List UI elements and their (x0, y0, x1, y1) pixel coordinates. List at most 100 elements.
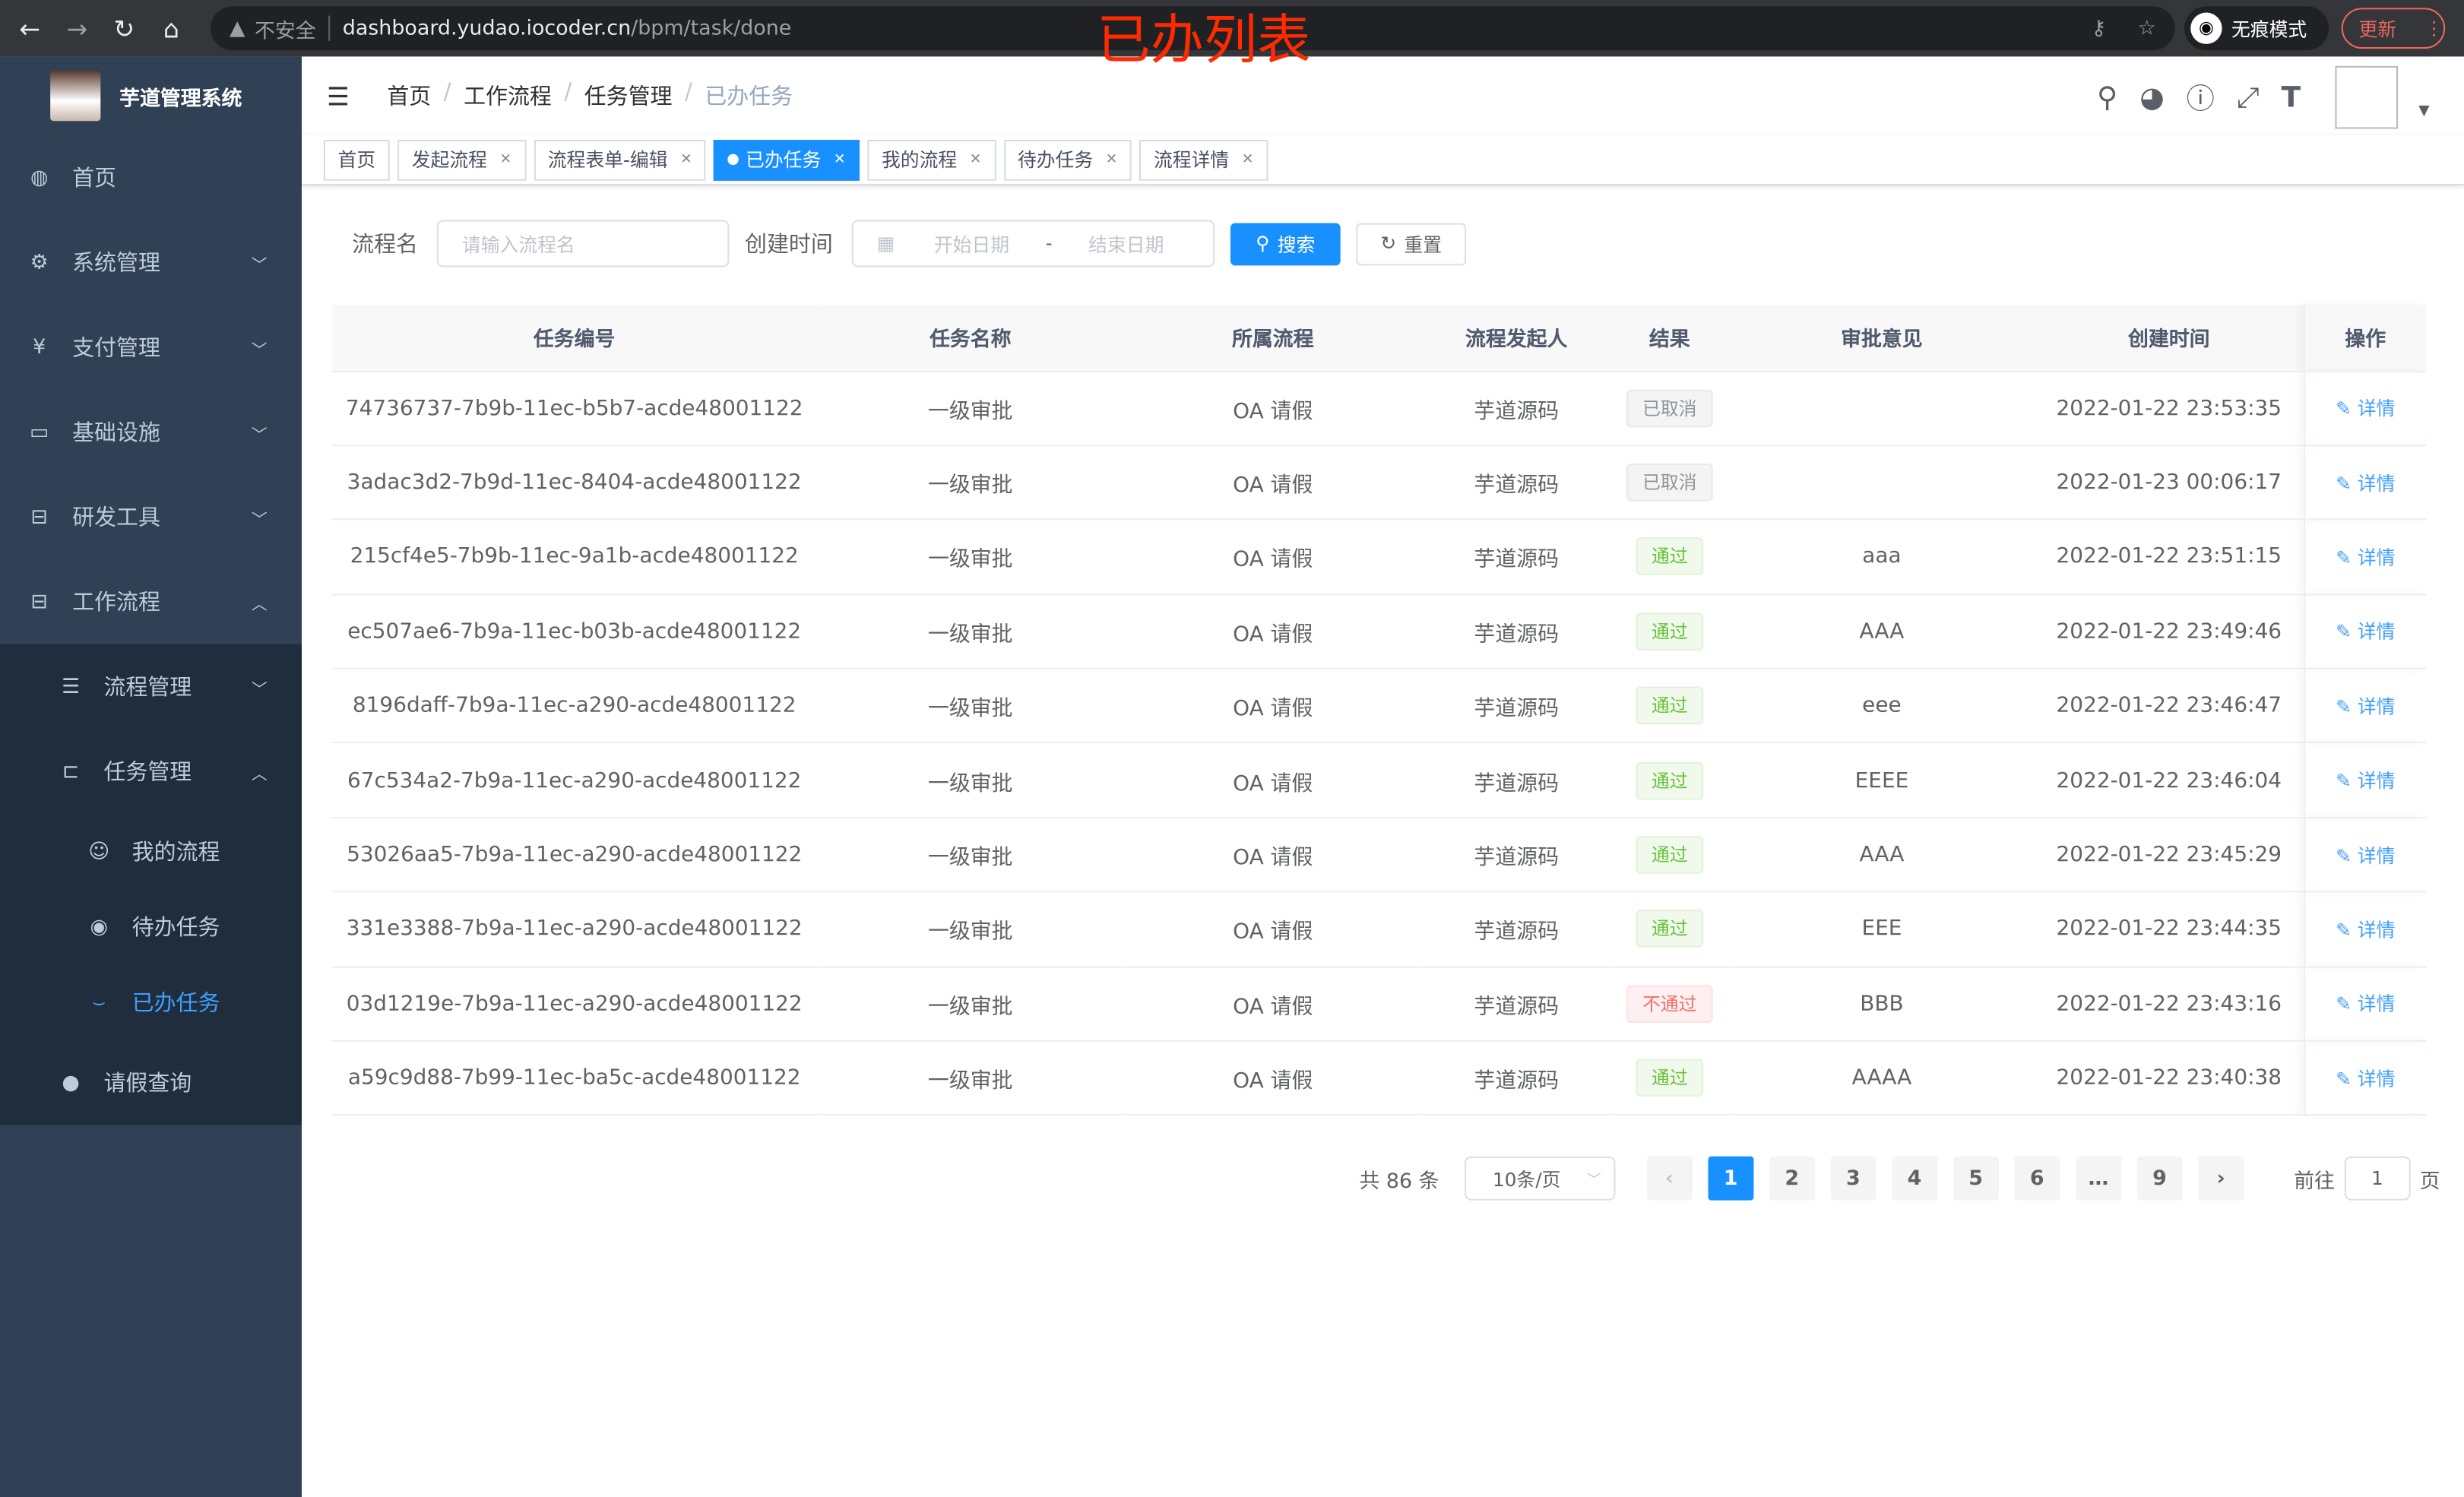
process-name-input[interactable]: 请输入流程名 (436, 220, 730, 267)
incognito-badge[interactable]: ◉ 无痕模式 (2184, 6, 2329, 51)
edit-icon: ✎ (2336, 770, 2352, 793)
status-badge: 已取消 (1626, 389, 1713, 427)
tree-icon: ⊏ (62, 759, 80, 783)
sidebar-item-workflow[interactable]: ⊟ 工作流程 ︿ (0, 559, 302, 644)
tag-5[interactable]: 待办任务 ✕ (1003, 138, 1132, 180)
detail-link[interactable]: ✎ 详情 (2336, 695, 2395, 717)
end-date[interactable]: 结束日期 (1088, 233, 1164, 255)
address-bar[interactable]: ▲ 不安全 dashboard.yudao.iocoder.cn/bpm/tas… (211, 6, 2175, 51)
comment: AAA (1728, 593, 2035, 669)
page-size-select[interactable]: 10条/页 ﹀ (1464, 1156, 1616, 1201)
sidebar-item-todo[interactable]: ◉ 待办任务 (0, 889, 302, 964)
detail-link[interactable]: ✎ 详情 (2336, 621, 2395, 643)
help-icon[interactable]: ⓘ (2186, 83, 2215, 117)
sidebar-item-pay[interactable]: ¥ 支付管理 ﹀ (0, 305, 302, 390)
label: 我的流程 (131, 840, 220, 866)
detail-link[interactable]: ✎ 详情 (2336, 770, 2395, 792)
page-button[interactable]: 4 (1892, 1156, 1937, 1201)
tag-0[interactable]: 首页 (323, 138, 390, 180)
date-range-input[interactable]: ▦ 开始日期 - 结束日期 (851, 220, 1215, 267)
font-size-icon[interactable]: T (2281, 81, 2301, 114)
update-label: 更新 (2358, 17, 2397, 40)
page-button[interactable]: 2 (1769, 1156, 1815, 1201)
breadcrumb-item[interactable]: 任务管理 (584, 84, 673, 110)
task-id: 67c534a2-7b9a-11ec-a290-acde48001122 (331, 742, 818, 818)
page-button[interactable]: 9 (2136, 1156, 2183, 1201)
breadcrumb-item[interactable]: 工作流程 (464, 84, 552, 110)
close-icon[interactable]: ✕ (1241, 151, 1254, 168)
tag-3[interactable]: 已办任务 ✕ (714, 138, 860, 180)
next-page-button[interactable]: › (2198, 1156, 2244, 1201)
sidebar-item-leave[interactable]: ● 请假查询 (0, 1040, 302, 1125)
page-button[interactable]: … (2075, 1156, 2121, 1201)
close-icon[interactable]: ✕ (499, 151, 512, 168)
tag-6[interactable]: 流程详情 ✕ (1139, 138, 1268, 180)
tag-2[interactable]: 流程表单-编辑 ✕ (534, 138, 707, 180)
sidebar-item-home[interactable]: ◍ 首页 (0, 135, 302, 220)
more-icon[interactable]: ⋮ (2424, 17, 2444, 40)
sidebar-item-process-manage[interactable]: ☰ 流程管理 ﹀ (0, 644, 302, 730)
breadcrumb: 首页 / 工作流程 / 任务管理 / 已办任务 (387, 80, 793, 111)
close-icon[interactable]: ✕ (969, 151, 982, 168)
status-badge: 通过 (1636, 836, 1704, 874)
close-icon[interactable]: ✕ (833, 151, 846, 168)
task-name: 一级审批 (817, 370, 1124, 446)
sidebar-item-infra[interactable]: ▭ 基础设施 ﹀ (0, 390, 302, 475)
time-label: 创建时间 (745, 233, 833, 258)
sidebar-item-system[interactable]: ⚙ 系统管理 ﹀ (0, 220, 302, 305)
caret-down-icon[interactable]: ▼ (2418, 103, 2430, 120)
sidebar: 芋道管理系统 ◍ 首页 ⚙ 系统管理 ﹀ ¥ 支付管理 ﹀ ▭ 基础设施 ﹀ ⊟ 研发工具 ﹀ ⊟… (0, 56, 302, 1497)
page-button[interactable]: 6 (2014, 1156, 2060, 1201)
detail-link[interactable]: ✎ 详情 (2336, 397, 2395, 419)
hamburger-icon[interactable]: ☰ (327, 81, 350, 111)
start-date[interactable]: 开始日期 (933, 233, 1010, 255)
result-cell: 通过 (1610, 1040, 1729, 1116)
search-button[interactable]: ⚲ 搜索 (1230, 222, 1341, 265)
home-icon[interactable]: ⌂ (163, 13, 179, 43)
create-time: 2022-01-22 23:45:29 (2035, 817, 2304, 893)
status-badge: 通过 (1636, 910, 1704, 948)
process-name: OA 请假 (1123, 966, 1423, 1042)
breadcrumb-item[interactable]: 首页 (387, 84, 432, 110)
page-button[interactable]: 5 (1953, 1156, 1999, 1201)
reset-button[interactable]: ↻ 重置 (1356, 222, 1467, 265)
prev-page-button[interactable]: ‹ (1646, 1156, 1693, 1201)
logo[interactable]: 芋道管理系统 (0, 56, 302, 135)
detail-link[interactable]: ✎ 详情 (2336, 546, 2395, 568)
update-button[interactable]: 更新 ⋮ (2341, 8, 2446, 49)
page-button[interactable]: 1 (1708, 1156, 1754, 1201)
tag-1[interactable]: 发起流程 ✕ (397, 138, 526, 180)
detail-link[interactable]: ✎ 详情 (2336, 844, 2395, 866)
forward-icon[interactable]: → (66, 13, 88, 43)
goto-page-input[interactable]: 1 (2344, 1156, 2411, 1201)
sidebar-item-task-manage[interactable]: ⊏ 任务管理 ︿ (0, 729, 302, 814)
action-cell: ✎ 详情 (2303, 593, 2427, 669)
detail-link[interactable]: ✎ 详情 (2336, 919, 2395, 941)
avatar[interactable] (2335, 65, 2399, 129)
sidebar-item-devtools[interactable]: ⊟ 研发工具 ﹀ (0, 474, 302, 559)
tag-label: 发起流程 (411, 149, 488, 172)
fullscreen-icon[interactable]: ⤢ (2236, 81, 2260, 114)
page-button[interactable]: 3 (1830, 1156, 1877, 1201)
close-icon[interactable]: ✕ (1105, 151, 1118, 168)
back-icon[interactable]: ← (19, 13, 41, 43)
sidebar-item-done[interactable]: ⌣ 已办任务 (0, 965, 302, 1040)
search-icon[interactable]: ⚲ (2097, 81, 2118, 114)
refresh-icon: ↻ (1380, 233, 1397, 255)
detail-link[interactable]: ✎ 详情 (2336, 472, 2395, 494)
detail-link[interactable]: ✎ 详情 (2336, 993, 2395, 1015)
star-icon[interactable]: ☆ (2137, 16, 2156, 40)
edit-icon: ✎ (2336, 844, 2352, 867)
starter: 芋道源码 (1422, 445, 1611, 521)
process-name: OA 请假 (1123, 817, 1423, 893)
tag-label: 待办任务 (1017, 149, 1094, 172)
github-icon[interactable]: ◕ (2139, 81, 2165, 114)
create-time: 2022-01-22 23:44:35 (2035, 891, 2304, 967)
sidebar-item-my-process[interactable]: ☺ 我的流程 (0, 814, 302, 889)
tag-4[interactable]: 我的流程 ✕ (867, 138, 996, 180)
tag-label: 首页 (337, 149, 376, 172)
close-icon[interactable]: ✕ (680, 151, 692, 168)
key-icon[interactable]: ⚷ (2091, 16, 2107, 40)
detail-link[interactable]: ✎ 详情 (2336, 1068, 2395, 1090)
reload-icon[interactable]: ↻ (113, 13, 135, 43)
